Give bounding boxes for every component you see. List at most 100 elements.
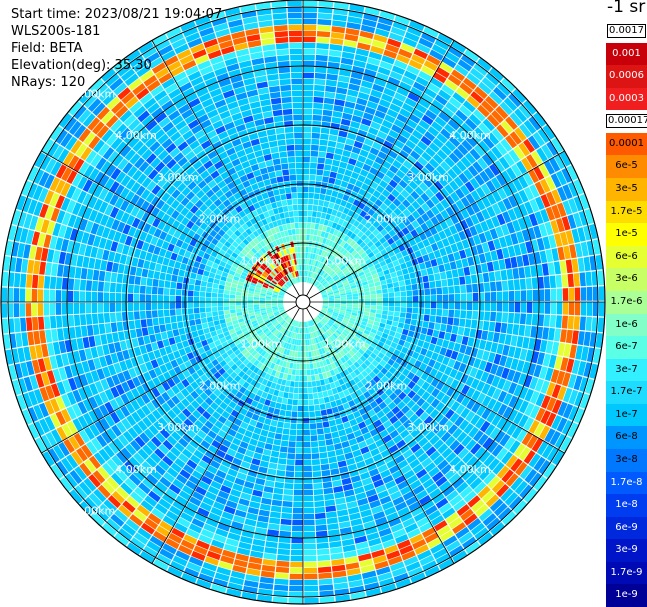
range-gate-cell [349,4,365,13]
range-gate-cell [236,308,242,313]
range-gate-cell [304,270,307,277]
range-gate-cell [439,271,447,280]
range-gate-cell [426,267,434,275]
range-gate-cell [344,251,351,258]
range-gate-cell [410,190,420,200]
range-gate-cell [297,411,303,418]
range-gate-cell [73,302,80,314]
range-gate-cell [223,302,230,307]
range-gate-cell [61,303,68,315]
range-gate-cell [504,492,519,506]
range-gate-cell [397,203,407,212]
range-gate-cell [318,1,334,8]
range-gate-cell [306,228,311,235]
range-gate-cell [303,483,313,490]
range-gate-cell [92,269,100,281]
range-gate-cell [375,285,382,291]
range-gate-cell [308,307,313,312]
range-gate-cell [418,119,430,130]
range-gate-cell [425,405,435,415]
range-gate-cell [448,46,463,59]
range-gate-cell [332,324,339,330]
range-gate-cell [585,271,592,286]
range-gate-cell [467,256,475,266]
range-gate-cell [469,131,482,144]
range-gate-cell [411,54,426,65]
range-gate-cell [496,312,503,322]
range-gate-cell [104,323,112,334]
range-gate-cell [305,351,309,358]
range-gate-cell [405,139,416,150]
range-gate-cell [419,411,429,422]
range-gate-cell [548,234,557,249]
range-gate-cell [429,315,436,323]
range-gate-cell [146,278,153,287]
range-gate-cell [376,297,383,302]
range-gate-cell [402,395,412,405]
range-gate-cell [436,391,446,401]
range-gate-cell [330,334,337,341]
range-gate-cell [500,170,512,184]
range-gate-cell [434,412,444,423]
range-gate-cell [543,314,551,327]
range-gate-cell [339,309,346,314]
range-gate-cell [351,250,358,257]
range-gate-cell [399,312,406,318]
range-gate-cell [362,205,371,213]
range-gate-cell [309,411,316,418]
range-gate-cell [430,77,444,89]
range-gate-cell [328,202,335,209]
range-gate-cell [315,518,327,525]
range-gate-cell [332,288,339,292]
range-gate-cell [430,398,440,409]
range-gate-cell [421,151,432,162]
range-gate-cell [439,247,447,257]
range-gate-cell [338,313,345,318]
range-gate-cell [424,365,433,375]
range-gate-cell [162,338,170,347]
range-gate-cell [478,140,490,153]
range-gate-cell [416,216,425,226]
range-gate-cell [317,315,322,320]
range-gate-cell [350,314,357,319]
range-gate-cell [316,43,329,50]
range-gate-cell [323,325,328,331]
range-gate-cell [143,260,151,270]
range-gate-cell [269,511,281,519]
range-gate-cell [567,214,577,229]
range-gate-cell [333,203,340,211]
range-gate-cell [247,304,254,308]
range-gate-cell [321,309,327,313]
range-gate-cell [510,477,524,491]
range-gate-cell [317,392,324,399]
range-gate-cell [324,91,336,99]
range-gate-cell [496,124,509,138]
range-gate-cell [478,122,491,136]
range-gate-cell [434,273,441,281]
range-gate-cell [418,98,431,109]
range-gate-cell [143,335,151,345]
range-gate-cell [431,169,442,180]
range-gate-cell [418,295,425,302]
range-gate-cell [326,511,337,519]
range-gate-cell [381,284,388,290]
range-gate-cell [528,253,536,266]
range-gate-cell [487,440,499,454]
range-gate-cell [465,135,478,148]
range-gate-cell [451,269,459,278]
range-gate-cell [340,155,350,163]
range-gate-cell [385,184,394,193]
range-gate-cell [532,302,539,314]
range-gate-cell [493,160,505,173]
range-gate-cell [356,330,364,336]
range-gate-cell [333,105,344,113]
range-gate-cell [379,125,391,135]
range-gate-cell [50,316,57,329]
range-gate-cell [319,287,325,291]
range-gate-cell [330,316,337,321]
range-gate-cell [303,381,308,388]
range-gate-cell [320,311,326,315]
range-gate-cell [370,269,377,276]
range-gate-cell [320,409,327,416]
range-gate-cell [389,375,398,383]
